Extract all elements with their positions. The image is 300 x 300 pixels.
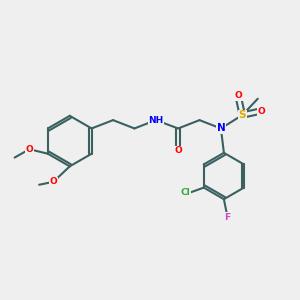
- Text: O: O: [235, 91, 243, 100]
- Text: O: O: [174, 146, 182, 155]
- Text: NH: NH: [148, 116, 164, 124]
- Text: S: S: [238, 110, 246, 120]
- Text: O: O: [50, 177, 57, 186]
- Text: F: F: [224, 212, 230, 221]
- Text: O: O: [258, 107, 266, 116]
- Text: O: O: [26, 145, 33, 154]
- Text: Cl: Cl: [181, 188, 190, 197]
- Text: N: N: [217, 124, 225, 134]
